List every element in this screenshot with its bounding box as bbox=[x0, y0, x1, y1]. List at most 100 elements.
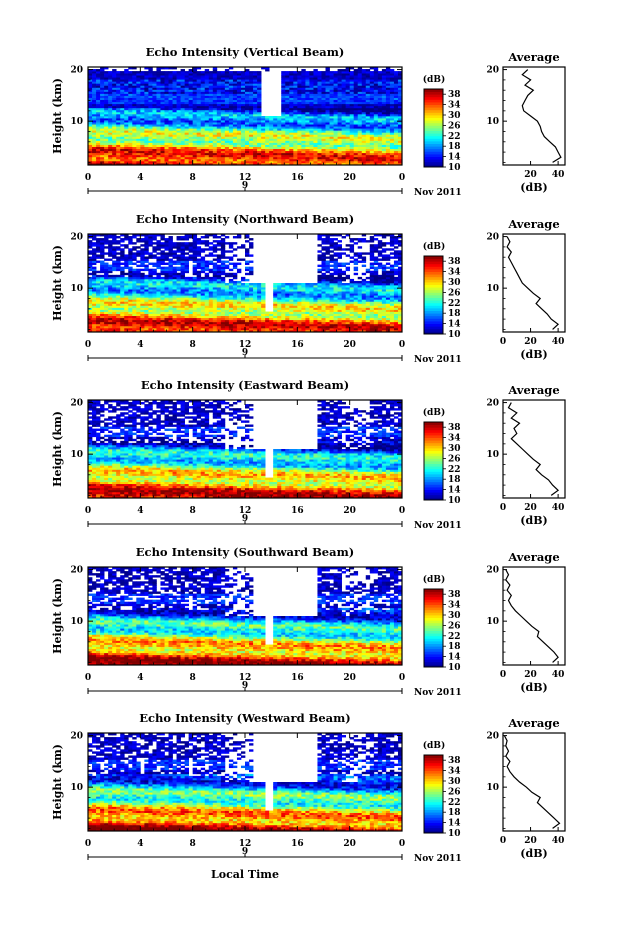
heatmap-cell bbox=[393, 113, 399, 117]
heatmap-cell bbox=[341, 116, 346, 119]
heatmap-cell bbox=[192, 152, 198, 156]
heatmap-cell bbox=[116, 305, 121, 308]
heatmap-cell bbox=[325, 325, 330, 329]
heatmap-cell bbox=[297, 317, 302, 321]
heatmap-cell bbox=[357, 323, 363, 327]
heatmap-cell bbox=[325, 162, 330, 166]
heatmap-cell bbox=[212, 154, 218, 158]
heatmap-cell bbox=[305, 313, 310, 317]
heatmap-cell bbox=[261, 301, 266, 304]
heatmap-cell bbox=[140, 130, 145, 133]
heatmap-cell bbox=[100, 319, 105, 323]
heatmap-cell bbox=[313, 95, 318, 98]
heatmap-cell bbox=[261, 130, 266, 133]
heatmap-cell bbox=[132, 132, 137, 135]
heatmap-cell bbox=[104, 126, 109, 129]
heatmap-cell bbox=[321, 93, 326, 96]
heatmap-cell bbox=[144, 71, 149, 74]
heatmap-cell bbox=[176, 132, 181, 135]
heatmap-cell bbox=[273, 130, 278, 133]
heatmap-cell bbox=[321, 144, 326, 147]
heatmap-cell bbox=[228, 327, 234, 331]
heatmap-cell bbox=[249, 150, 254, 154]
heatmap-cell bbox=[385, 111, 391, 115]
heatmap-cell bbox=[108, 144, 113, 147]
heatmap-cell bbox=[112, 301, 117, 304]
colorbar-tick-label: 30 bbox=[448, 111, 461, 121]
heatmap-cell bbox=[132, 156, 137, 160]
heatmap-cell bbox=[261, 148, 266, 152]
heatmap-cell bbox=[140, 111, 145, 115]
heatmap-cell bbox=[305, 105, 310, 109]
heatmap-cell bbox=[333, 97, 338, 101]
heatmap-cell bbox=[313, 111, 318, 115]
heatmap-cell bbox=[240, 122, 246, 125]
heatmap-cell bbox=[196, 142, 202, 145]
heatmap-cell bbox=[273, 327, 278, 331]
heatmap-cell bbox=[337, 307, 342, 310]
heatmap-cell bbox=[172, 103, 177, 107]
heatmap-cell bbox=[160, 140, 165, 143]
heatmap-cell bbox=[116, 109, 121, 113]
heatmap-cell bbox=[152, 120, 157, 123]
heatmap-cell bbox=[361, 75, 367, 78]
heatmap-cell bbox=[305, 158, 310, 162]
heatmap-cell bbox=[313, 148, 318, 152]
heatmap-cell bbox=[124, 116, 129, 119]
heatmap-cell bbox=[373, 160, 379, 164]
heatmap-cell bbox=[232, 315, 238, 319]
heatmap-cell bbox=[196, 95, 202, 98]
heatmap-cell bbox=[132, 136, 137, 139]
heatmap-cell bbox=[317, 136, 322, 139]
heatmap-cell bbox=[329, 154, 334, 158]
heatmap-cell bbox=[321, 321, 326, 325]
heatmap-cell bbox=[377, 93, 383, 96]
heatmap-cell bbox=[164, 93, 169, 96]
heatmap-cell bbox=[192, 327, 198, 331]
heatmap-cell bbox=[273, 144, 278, 147]
heatmap-cell bbox=[240, 75, 246, 78]
heatmap-cell bbox=[301, 111, 306, 115]
heatmap-cell bbox=[176, 142, 181, 145]
heatmap-cell bbox=[365, 103, 371, 107]
heatmap-cell bbox=[329, 87, 334, 90]
heatmap-cell bbox=[160, 317, 165, 321]
heatmap-cell bbox=[216, 150, 222, 154]
heatmap-cell bbox=[144, 67, 149, 70]
heatmap-cell bbox=[120, 89, 125, 92]
heatmap-cell bbox=[216, 321, 222, 325]
heatmap-cell bbox=[245, 120, 250, 123]
heatmap-cell bbox=[240, 91, 246, 94]
heatmap-cell bbox=[321, 116, 326, 119]
heatmap-cell bbox=[365, 95, 371, 98]
heatmap-cell bbox=[240, 111, 246, 115]
heatmap-cell bbox=[305, 132, 310, 135]
profile-x-tick-label: 20 bbox=[524, 170, 537, 180]
heatmap-cell bbox=[257, 107, 262, 111]
heatmap-cell bbox=[353, 124, 359, 127]
heatmap-cell bbox=[88, 91, 93, 94]
colorbar-swatch bbox=[424, 115, 443, 118]
heatmap-cell bbox=[156, 136, 161, 139]
heatmap-cell bbox=[192, 299, 198, 302]
heatmap-cell bbox=[228, 309, 234, 312]
heatmap-cell bbox=[305, 77, 310, 80]
heatmap-cell bbox=[100, 99, 105, 103]
heatmap-cell bbox=[277, 140, 282, 143]
heatmap-cell bbox=[96, 91, 101, 94]
heatmap-cell bbox=[128, 73, 133, 76]
heatmap-cell bbox=[337, 158, 342, 162]
heatmap-cell bbox=[257, 103, 262, 107]
heatmap-cell bbox=[112, 79, 117, 82]
heatmap-cell bbox=[317, 73, 322, 76]
heatmap-cell bbox=[124, 107, 129, 111]
heatmap-cell bbox=[168, 301, 173, 304]
heatmap-cell bbox=[236, 128, 242, 131]
heatmap-cell bbox=[180, 303, 185, 306]
heatmap-cell bbox=[253, 154, 258, 158]
heatmap-cell bbox=[208, 325, 214, 329]
heatmap-cell bbox=[333, 124, 338, 127]
heatmap-cell bbox=[273, 329, 278, 333]
heatmap-cell bbox=[301, 69, 306, 72]
heatmap-cell bbox=[228, 323, 234, 327]
